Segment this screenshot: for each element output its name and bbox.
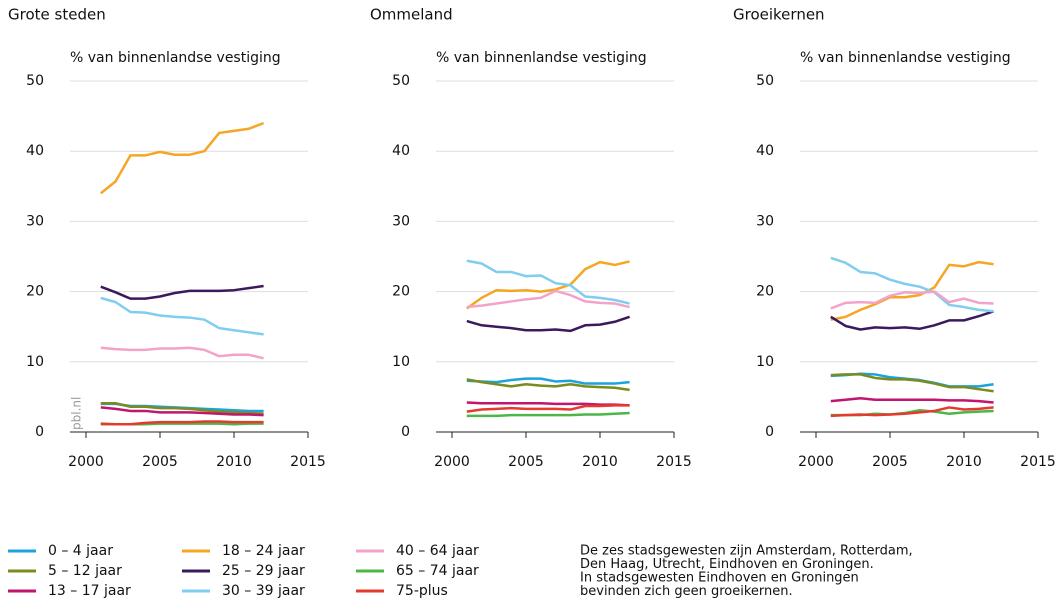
y-tick-label: 40 xyxy=(756,143,774,159)
watermark: pbl.nl xyxy=(70,397,84,430)
series-line xyxy=(830,310,994,331)
y-tick-label: 10 xyxy=(26,354,44,370)
x-tick-label: 2005 xyxy=(142,454,178,470)
y-tick-label: 40 xyxy=(392,143,410,159)
y-tick-label: 40 xyxy=(26,143,44,159)
legend-label: 30 – 39 jaar xyxy=(222,583,305,599)
legend-label: 13 – 17 jaar xyxy=(48,583,131,599)
x-tick-label: 2000 xyxy=(798,454,834,470)
series-line xyxy=(466,260,630,310)
series-line xyxy=(100,296,264,336)
series-line xyxy=(466,411,630,418)
y-axis-label: % van binnenlandse vestiging xyxy=(436,50,647,66)
series-line xyxy=(466,404,630,413)
note-line: Den Haag, Utrecht, Eindhoven en Groninge… xyxy=(580,557,874,572)
x-tick-label: 2000 xyxy=(68,454,104,470)
y-tick-label: 30 xyxy=(392,213,410,229)
y-tick-label: 0 xyxy=(35,424,44,440)
y-tick-label: 50 xyxy=(392,73,410,89)
x-tick-label: 2015 xyxy=(656,454,692,470)
series-line xyxy=(466,315,630,333)
y-tick-label: 0 xyxy=(401,424,410,440)
y-tick-label: 10 xyxy=(756,354,774,370)
legend-label: 25 – 29 jaar xyxy=(222,563,305,579)
legend-label: 40 – 64 jaar xyxy=(396,543,479,559)
series-line xyxy=(466,289,630,309)
legend-label: 5 – 12 jaar xyxy=(48,563,122,579)
y-axis-label: % van binnenlandse vestiging xyxy=(70,50,281,66)
series-line xyxy=(466,377,630,385)
series-line xyxy=(830,256,994,313)
x-tick-label: 2005 xyxy=(872,454,908,470)
legend-label: 65 – 74 jaar xyxy=(396,563,479,579)
x-tick-label: 2005 xyxy=(508,454,544,470)
y-axis-label: % van binnenlandse vestiging xyxy=(800,50,1011,66)
x-tick-label: 2010 xyxy=(946,454,982,470)
series-line xyxy=(466,378,630,392)
y-tick-label: 20 xyxy=(26,284,44,300)
y-tick-label: 10 xyxy=(392,354,410,370)
x-tick-label: 2010 xyxy=(216,454,252,470)
x-tick-label: 2010 xyxy=(582,454,618,470)
series-line xyxy=(466,259,630,305)
y-tick-label: 50 xyxy=(756,73,774,89)
y-tick-label: 30 xyxy=(26,213,44,229)
series-line xyxy=(100,406,264,417)
y-tick-label: 0 xyxy=(765,424,774,440)
legend-label: 0 – 4 jaar xyxy=(48,543,113,559)
series-line xyxy=(100,420,264,426)
series-line xyxy=(100,346,264,360)
series-line xyxy=(100,284,264,300)
legend-label: 75-plus xyxy=(396,583,448,599)
series-line xyxy=(830,406,994,418)
panel-title: Grote steden xyxy=(8,6,106,24)
note-line: bevinden zich geen groeikernen. xyxy=(580,584,793,599)
note-line: De zes stadsgewesten zijn Amsterdam, Rot… xyxy=(580,544,913,559)
panel-title: Groeikernen xyxy=(733,6,825,24)
series-line xyxy=(830,373,994,393)
note-line: In stadsgewesten Eindhoven en Groningen xyxy=(580,571,859,586)
y-tick-label: 50 xyxy=(26,73,44,89)
x-tick-label: 2015 xyxy=(1020,454,1056,470)
series-line xyxy=(100,121,265,195)
legend-label: 18 – 24 jaar xyxy=(222,543,305,559)
series-line xyxy=(830,290,994,310)
y-tick-label: 30 xyxy=(756,213,774,229)
y-tick-label: 20 xyxy=(756,284,774,300)
series-line xyxy=(830,397,994,404)
series-line xyxy=(466,401,630,407)
series-line xyxy=(100,401,264,415)
series-line xyxy=(830,260,994,321)
x-tick-label: 2015 xyxy=(290,454,326,470)
x-tick-label: 2000 xyxy=(434,454,470,470)
y-tick-label: 20 xyxy=(392,284,410,300)
panel-title: Ommeland xyxy=(370,6,453,24)
